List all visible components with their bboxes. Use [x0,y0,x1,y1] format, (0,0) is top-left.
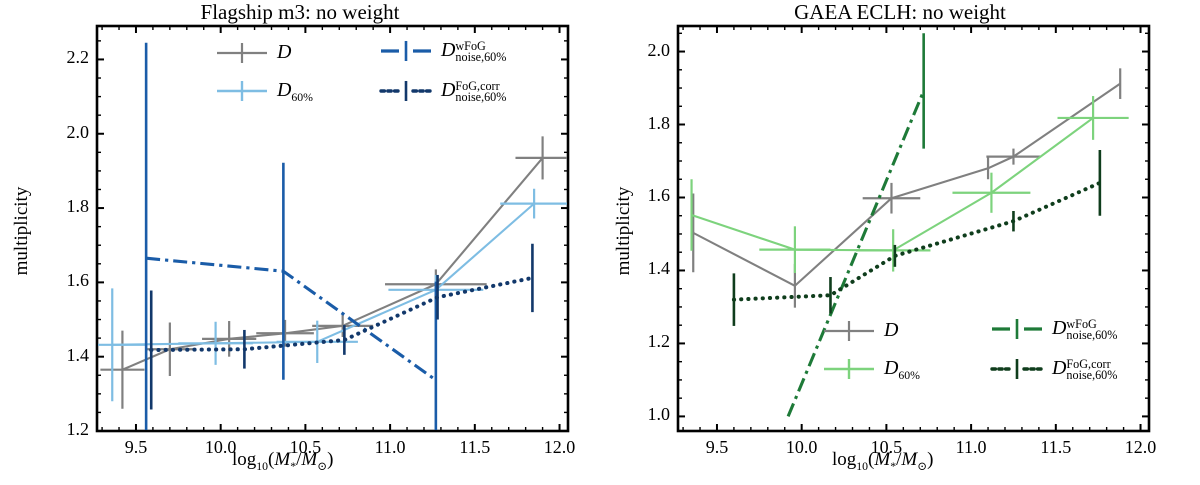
y-tick-label: 1.2 [66,419,90,439]
legend-label-d60-sub-right: 60% [898,368,920,382]
x-label-log-base: 10 [256,459,269,473]
x-label-paren-close: ) [327,449,334,470]
legend-label-d60-right: D60% [884,357,920,382]
series-line [112,202,535,346]
legend-entry-fogcorr: D FoG,corr noise,60% [379,78,507,104]
legend-label-fogcorr-sub: noise,60% [455,89,507,104]
series-line [786,90,926,418]
legend-key-d60 [215,80,269,102]
x-tick-label: 9.5 [705,437,729,457]
legend-label-d: D [277,41,292,64]
x-tick-label: 10.0 [204,437,237,457]
x-tick-label: 10.5 [870,437,903,457]
y-tick-label: 1.8 [647,112,671,133]
y-tick-label: 2.2 [66,47,90,68]
x-label-paren-open: ( [268,449,275,470]
x-tick-label: 11.0 [374,437,406,457]
x-label-paren-open-right: ( [868,449,875,470]
legend-label-wfog-sup: wFoG [455,38,486,53]
panel-right-plot [676,24,1151,433]
legend-key-wfog [379,40,433,62]
legend-entry-fogcorr-right: D FoG,corr noise,60% [990,356,1118,382]
legend-key-d-right [822,320,876,342]
y-tick-label: 2.0 [66,121,90,142]
x-label-log-base-right: 10 [856,459,869,473]
panel-left: Flagship m3: no weight multiplicity log1… [11,0,576,473]
x-label-mass-right: M [874,449,891,470]
legend-label-wfog-sub-right: noise,60% [1066,327,1118,342]
x-label-msun-right: M [901,449,918,470]
y-tick-label: 1.6 [647,185,671,206]
legend-label-wfog-sup-right: wFoG [1066,316,1097,331]
legend-key-fogcorr [379,80,433,102]
panel-left-plot [95,24,570,433]
x-label-paren-close-right: ) [927,449,934,470]
x-label-slash: / [296,449,302,470]
legend-label-fogcorr-sup-right: FoG,corr [1066,356,1111,371]
x-tick-label: 12.0 [1124,437,1157,457]
panel-left-x-axis-label: log10(M*/M⊙) [232,449,334,473]
panel-right: GAEA ECLH: no weight multiplicity log10(… [600,0,1200,485]
x-tick-label: 10.0 [785,437,818,457]
y-tick-label: 2.0 [647,39,671,60]
x-label-slash-right: / [896,449,902,470]
legend-label-fogcorr-sub-right: noise,60% [1066,367,1118,382]
legend-label-fogcorr-sup: FoG,corr [455,78,500,93]
x-label-log: log [232,449,257,470]
legend-label-fogcorr-right: D FoG,corr noise,60% [1052,356,1118,382]
series-line [121,157,544,371]
x-label-msun-sub-right: ⊙ [917,459,928,473]
x-label-msun-sub: ⊙ [317,459,328,473]
y-tick-label: 1.4 [66,344,90,365]
x-tick-label: 12.0 [543,437,576,457]
legend-entry-d60: D60% [215,79,313,104]
legend-entry-d60-right: D60% [822,357,920,382]
x-tick-label: 9.5 [124,437,148,457]
y-tick-label: 1.4 [647,258,671,279]
y-tick-label: 1.6 [66,270,90,291]
x-tick-label: 10.5 [289,437,322,457]
y-tick-label: 1.8 [66,196,90,217]
legend-entry-d: D [215,42,291,64]
x-tick-label: 11.5 [459,437,491,457]
legend-label-wfog-sub: noise,60% [455,49,507,64]
x-label-mass-sub: * [290,459,297,473]
x-label-mass-sub-right: * [890,459,897,473]
legend-label-d60: D60% [277,79,313,104]
panel-right-x-axis-label: log10(M*/M⊙) [832,449,934,473]
y-tick-label: 1.0 [647,404,671,425]
legend-key-d [215,42,269,64]
panel-left-title: Flagship m3: no weight [200,0,400,24]
legend-key-wfog-right [990,318,1044,340]
legend-label-d-right: D [884,319,899,342]
panel-right-title: GAEA ECLH: no weight [794,0,1006,24]
x-label-msun: M [301,449,318,470]
x-label-mass: M [274,449,291,470]
legend-key-d60-right [822,358,876,380]
legend-entry-d-right: D [822,320,898,342]
y-tick-label: 1.2 [647,331,671,352]
legend-key-fogcorr-right [990,358,1044,380]
x-tick-label: 11.0 [955,437,987,457]
series-line [692,82,1121,287]
x-label-log-right: log [832,449,857,470]
x-tick-label: 11.5 [1040,437,1072,457]
legend-label-d60-sub: 60% [291,90,313,104]
legend-label-fogcorr: D FoG,corr noise,60% [441,78,507,104]
